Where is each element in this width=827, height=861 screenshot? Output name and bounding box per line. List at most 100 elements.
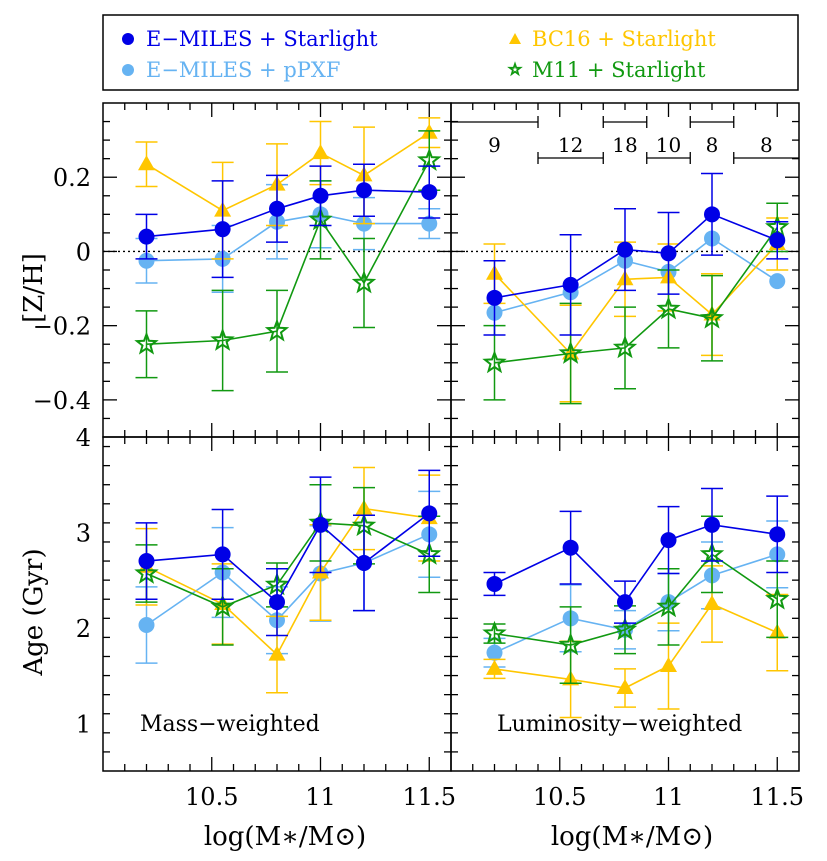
legend-item-emiles-ppxf: E−MILES + pPXF [122, 58, 340, 82]
y-tick-label: 3 [76, 519, 91, 547]
data-point-circle [769, 526, 786, 543]
legend-label-bc16-starlight: BC16 + Starlight [532, 27, 716, 51]
data-point-circle [421, 184, 438, 201]
data-point-star [210, 594, 235, 618]
series-m11_starlight [482, 202, 790, 405]
data-point-circle [660, 532, 677, 549]
legend-marker-bc16-starlight [509, 33, 521, 44]
y-tick-label: 0.2 [53, 164, 91, 192]
data-point-star [416, 147, 442, 171]
bin-count-label: 12 [558, 133, 583, 157]
series-line [494, 226, 778, 364]
legend-box [102, 14, 799, 91]
legend-marker-emiles-ppxf [122, 64, 134, 76]
data-point-triangle [268, 645, 286, 661]
series-line [146, 533, 430, 626]
data-point-circle [421, 505, 438, 522]
bin-count-label: 8 [760, 133, 773, 157]
y-tick-label: 1 [76, 710, 91, 738]
data-point-circle [486, 289, 503, 306]
bin-count-label: 8 [706, 133, 719, 157]
series-bc16_starlight [483, 217, 789, 403]
data-point-circle [617, 594, 633, 611]
series-emiles_starlight [135, 163, 441, 279]
series-emiles_ppxf [486, 230, 786, 321]
data-point-circle [617, 241, 633, 258]
data-point-circle [356, 554, 372, 571]
series-m11_starlight [134, 130, 442, 392]
data-point-circle [486, 575, 503, 592]
bin-count-label: 9 [488, 133, 501, 157]
series-emiles_ppxf [135, 180, 441, 294]
x-tick-label: 11.5 [403, 783, 456, 811]
data-point-circle [138, 616, 155, 633]
data-point-triangle [660, 657, 677, 673]
series-line [494, 553, 778, 654]
x-axis-label-left: log(M∗/M⊙) [204, 822, 366, 852]
panel-zh-luminosity-weighted: 9 12 18 10 8 8 [450, 102, 800, 438]
series-bc16_starlight [135, 466, 441, 694]
legend-item-emiles-starlight: E−MILES + Starlight [122, 27, 378, 51]
data-point-circle [421, 215, 438, 232]
data-point-star [612, 335, 638, 359]
y-tick-label: −0.2 [33, 313, 91, 341]
x-tick-label: 10.5 [533, 783, 586, 811]
series-line [494, 523, 778, 604]
y-axis-label-zh: [Z/H] [19, 253, 49, 323]
data-point-star [482, 620, 507, 645]
panel-age-mass-weighted: 4 3 2 1 10.5 11 11.5 [76, 424, 456, 811]
series-line [493, 243, 778, 355]
data-point-circle [138, 252, 155, 269]
series-line [146, 512, 430, 604]
data-point-circle [269, 200, 285, 217]
data-point-circle [660, 245, 677, 262]
data-point-star [351, 270, 377, 294]
data-point-triangle [616, 678, 634, 694]
bin-count-label: 18 [612, 133, 637, 157]
series-line [146, 522, 430, 608]
series-line [494, 553, 778, 646]
data-point-star [210, 327, 235, 351]
legend-marker-emiles-starlight [122, 33, 134, 45]
data-point-triangle [138, 155, 155, 171]
series-m11_starlight [134, 483, 442, 646]
data-point-star [264, 318, 290, 342]
series-emiles_starlight [483, 172, 789, 336]
data-point-circle [769, 232, 786, 249]
series-line [146, 189, 430, 238]
data-point-circle [138, 228, 155, 245]
series-emiles_starlight [483, 487, 789, 624]
series-line [146, 213, 430, 262]
series-emiles_ppxf [483, 520, 789, 668]
y-tick-label: 0 [76, 238, 91, 266]
panel-zh-mass-weighted: 0.2 0 −0.2 −0.4 [33, 102, 452, 438]
series-line [494, 213, 778, 299]
data-point-star [558, 632, 583, 656]
data-point-circle [704, 206, 720, 223]
data-point-circle [214, 546, 231, 563]
series-bc16_starlight [483, 565, 789, 719]
series-line [146, 132, 430, 212]
series-emiles_starlight [135, 469, 441, 637]
data-point-star [656, 296, 681, 320]
data-point-triangle [486, 659, 503, 675]
data-point-triangle [312, 144, 329, 160]
legend-item-m11-starlight: M11 + Starlight [507, 58, 706, 82]
data-point-circle [138, 553, 155, 570]
y-axis-label-age: Age (Gyr) [19, 548, 49, 676]
bin-count-label: 10 [656, 133, 681, 157]
legend-item-bc16-starlight: BC16 + Starlight [509, 27, 716, 51]
series-bc16_starlight [135, 117, 441, 260]
data-point-circle [312, 516, 329, 533]
series-m11_starlight [482, 515, 790, 684]
data-point-circle [312, 187, 329, 204]
data-point-circle [562, 276, 579, 293]
data-point-star [416, 541, 442, 565]
data-point-circle [269, 594, 285, 611]
legend-marker-m11-starlight [507, 61, 523, 77]
series-line [146, 160, 431, 345]
data-point-triangle [703, 595, 721, 610]
panel-label-luminosity-weighted: Luminosity−weighted [497, 712, 742, 737]
x-tick-label: 11.5 [751, 783, 804, 811]
